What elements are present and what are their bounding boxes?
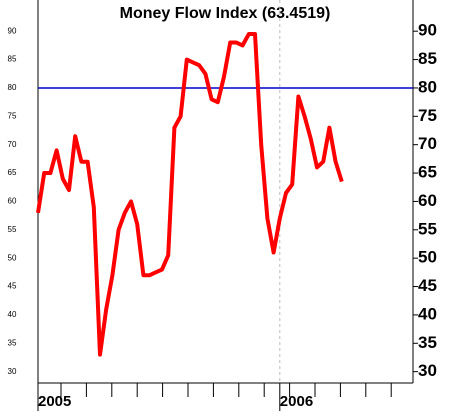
y-tick-label-left: 30 (8, 367, 17, 376)
y-tick-label-left: 45 (8, 282, 17, 291)
y-tick-label-left: 85 (8, 55, 17, 64)
y-tick-label-right: 80 (418, 77, 437, 96)
y-tick-label-left: 35 (8, 338, 17, 347)
y-tick-label-left: 75 (8, 111, 17, 120)
data-line (36, 32, 344, 357)
x-tick-label: 2005 (38, 393, 71, 410)
y-tick-label-right: 90 (418, 21, 437, 40)
y-tick-label-left: 50 (8, 253, 17, 262)
y-tick-label-right: 40 (418, 304, 437, 323)
y-tick-label-right: 30 (418, 361, 437, 380)
y-tick-label-left: 80 (8, 83, 17, 92)
y-tick-label-right: 55 (418, 219, 437, 238)
chart-title: Money Flow Index (63.4519) (120, 5, 331, 22)
y-tick-label-left: 90 (8, 26, 17, 35)
y-tick-label-right: 65 (418, 163, 437, 182)
y-tick-label-right: 70 (418, 134, 437, 153)
y-tick-label-left: 55 (8, 225, 17, 234)
y-tick-label-right: 75 (418, 106, 437, 125)
y-tick-label-right: 50 (418, 248, 437, 267)
y-tick-label-right: 85 (418, 49, 437, 68)
y-tick-label-left: 65 (8, 168, 17, 177)
x-tick-label: 2006 (280, 393, 313, 410)
y-tick-label-left: 70 (8, 140, 17, 149)
y-tick-label-left: 40 (8, 310, 17, 319)
y-tick-label-right: 35 (418, 333, 437, 352)
y-tick-label-left: 60 (8, 197, 17, 206)
y-tick-label-right: 45 (418, 276, 437, 295)
y-tick-label-right: 60 (418, 191, 437, 210)
